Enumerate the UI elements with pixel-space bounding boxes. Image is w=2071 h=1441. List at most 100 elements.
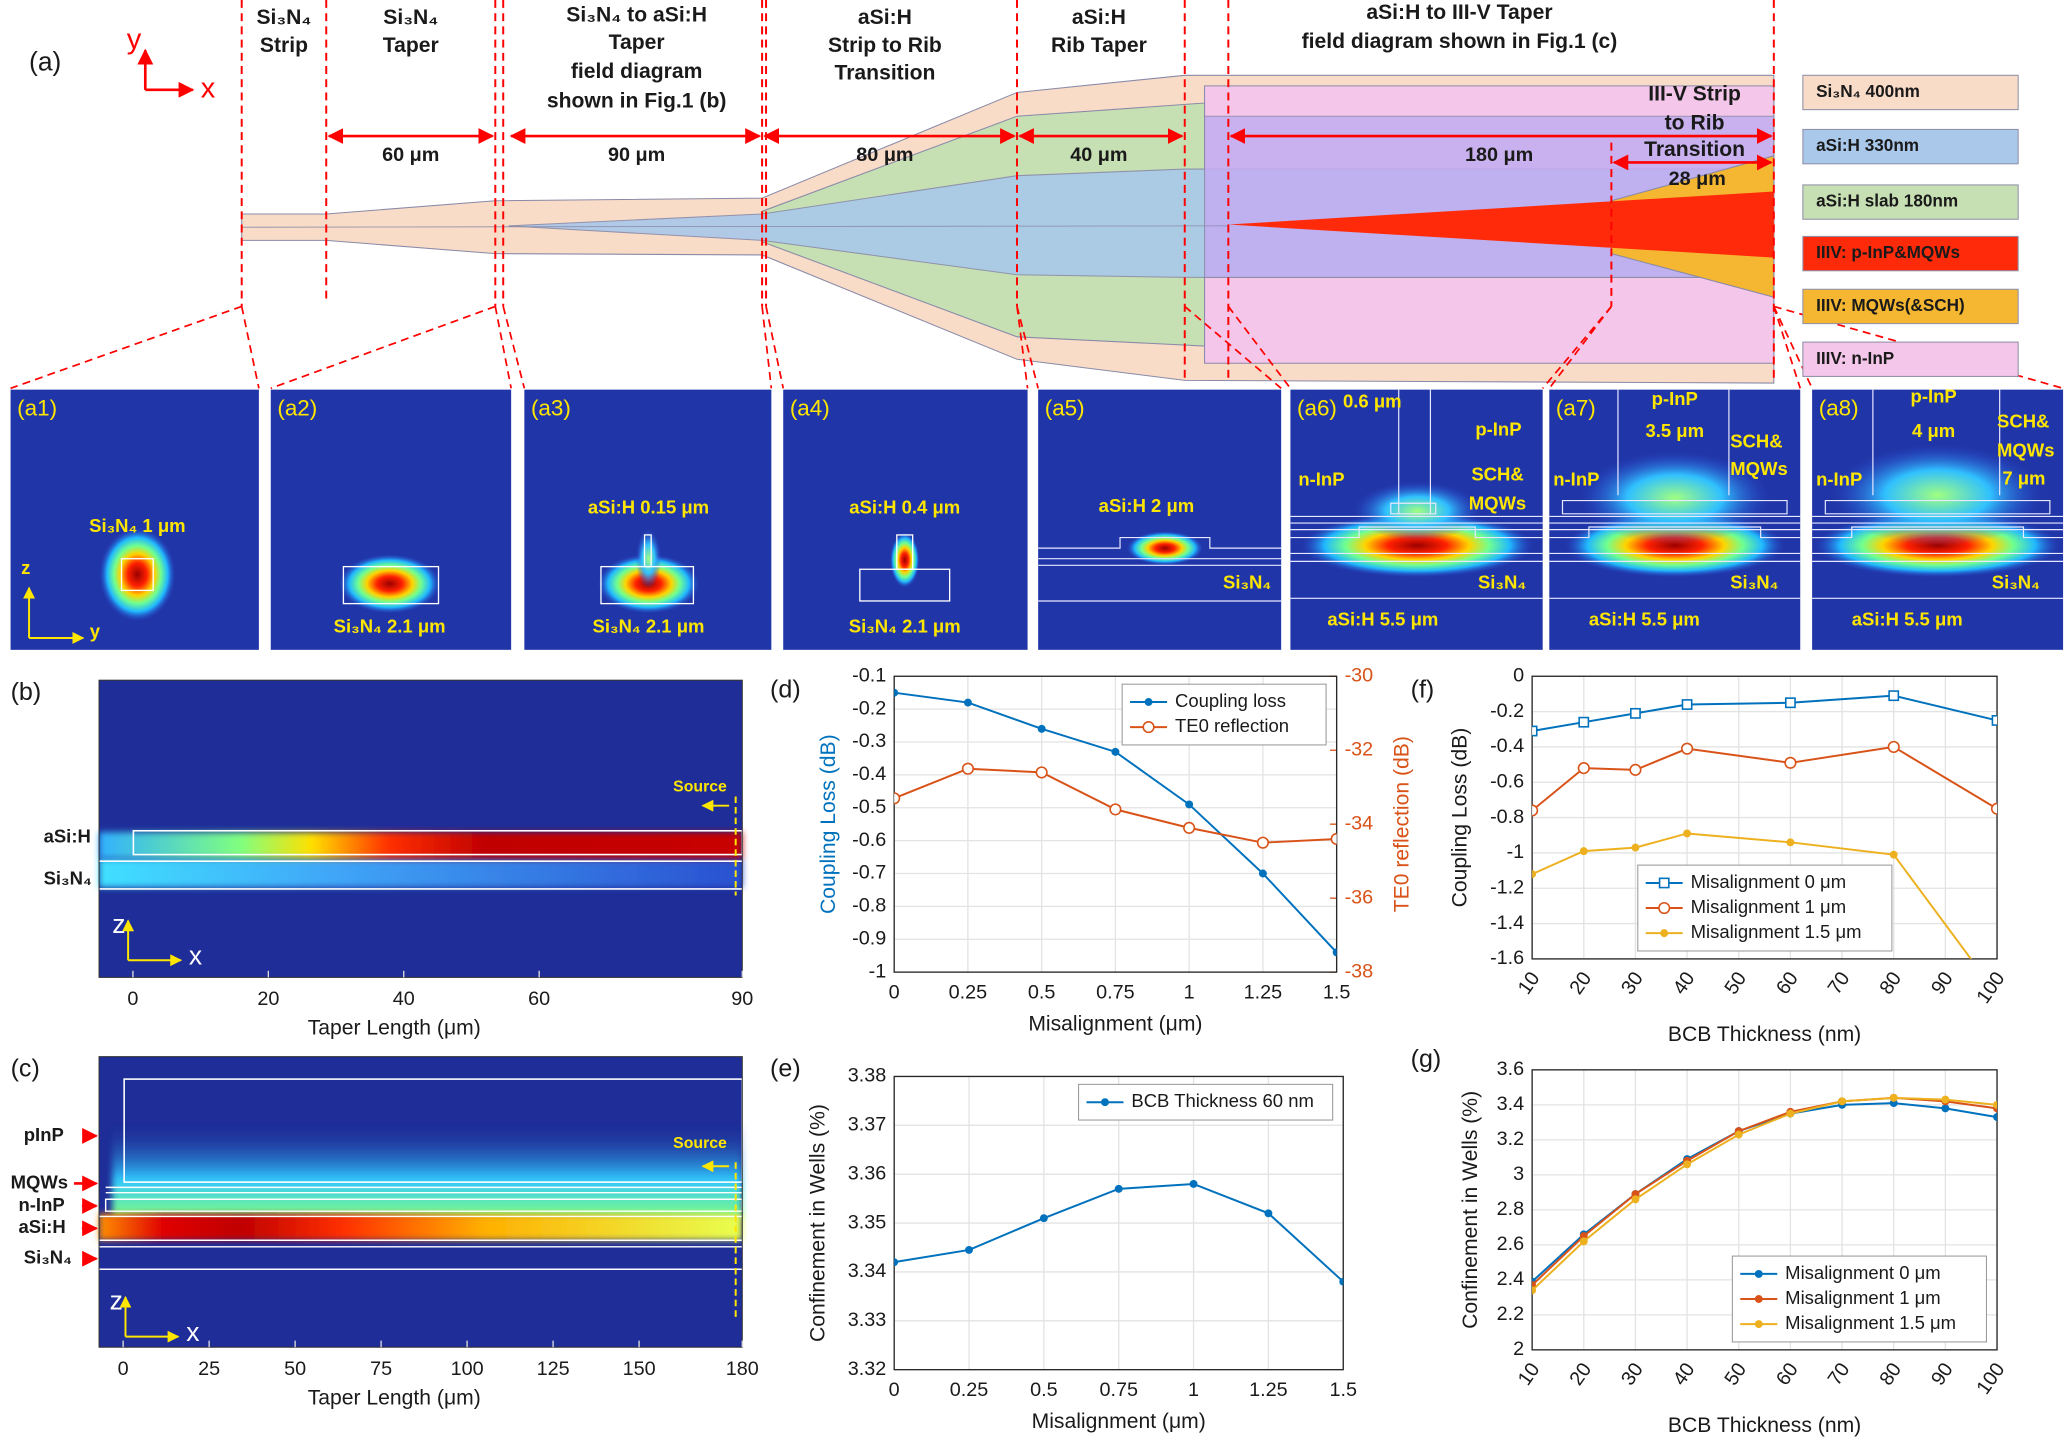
marker (1838, 1097, 1847, 1106)
marker (1332, 948, 1337, 957)
annotation: aSi:H 5.5 μm (1589, 609, 1700, 630)
marker (1786, 838, 1795, 847)
marker (1631, 843, 1640, 852)
x-tick-label: 1.25 (1244, 981, 1283, 1003)
annotation: z (21, 557, 30, 578)
x-tick-label: 0.75 (1099, 1379, 1138, 1401)
marker (1658, 877, 1670, 889)
x-tick-label: 1 (1184, 981, 1195, 1003)
y2-tick-label: -36 (1345, 886, 1374, 908)
legend-label: IIIV: MQWs(&SCH) (1816, 295, 1965, 315)
mode-profile (338, 554, 441, 614)
marker (1889, 1093, 1898, 1102)
mode-profile (635, 529, 662, 589)
marker (1185, 800, 1194, 809)
y-tick-label: -1 (869, 960, 887, 982)
marker (1683, 829, 1692, 838)
legend-label: aSi:H slab 180nm (1816, 191, 1958, 211)
plot-frame (893, 675, 1338, 973)
section-title: Strip (260, 34, 308, 57)
panel-label: (d) (770, 675, 801, 703)
legend-swatch (1802, 235, 2019, 272)
legend-label: Misalignment 1.5 μm (1691, 921, 1862, 942)
panel-label: (e) (770, 1054, 801, 1082)
annotation: aSi:H 2 μm (1099, 495, 1195, 516)
zoom-line (1542, 305, 1613, 389)
axis-name: x (186, 1317, 199, 1347)
cross-section: (a8) p-InP 4 μm SCH&MQWs 7 μm n-InP Si₃N₄ aSi:H… (1812, 385, 2064, 650)
annotation: p-InP (1475, 418, 1521, 439)
section-title: shown in Fig.1 (b) (547, 89, 727, 112)
section-length: 28 μm (1669, 168, 1726, 190)
x-tick-label: 0.5 (1030, 1379, 1058, 1401)
marker (1754, 1269, 1763, 1278)
marker (1578, 716, 1590, 728)
zoom-line (502, 306, 526, 389)
annotation: Si₃N₄ (1730, 572, 1778, 593)
annotation: y (90, 621, 101, 642)
zoom-line (494, 306, 512, 389)
legend-label: Misalignment 1 μm (1785, 1287, 1941, 1308)
section-title: to Rib (1665, 112, 1725, 135)
marker (1144, 698, 1153, 706)
layer-outline (643, 534, 652, 568)
marker (1784, 756, 1797, 769)
annotation: p-InP (1911, 385, 1957, 406)
marker (1109, 803, 1122, 816)
y2-tick-label: -38 (1345, 960, 1374, 982)
annotation: Si₃N₄ (1992, 572, 2040, 593)
annotation: MQWs (1730, 458, 1788, 479)
section-length: 40 μm (1070, 144, 1127, 166)
annotation: Si₃N₄ (1478, 572, 1526, 593)
p-inp-mqw (1228, 191, 1774, 258)
marker (1532, 725, 1538, 737)
y-tick-label: 2 (1513, 1338, 1524, 1360)
legend-label: Si₃N₄ 400nm (1816, 81, 1920, 101)
layer-label: n-InP (18, 1194, 64, 1215)
marker (1631, 1195, 1640, 1204)
marker (1658, 901, 1671, 915)
x-tick-label: 1.25 (1249, 1379, 1288, 1401)
annotation: Si₃N₄ 2.1 μm (849, 615, 961, 636)
cross-section-label: (a6) (1297, 395, 1337, 420)
cross-section: (a3) aSi:H 0.15 μm Si₃N₄ 2.1 μm (524, 389, 772, 650)
field-glow (112, 1122, 743, 1218)
y-tick-label: 2.2 (1497, 1303, 1525, 1325)
y-tick-label: 3.37 (848, 1114, 887, 1136)
zoom-line (10, 305, 242, 390)
annotation: n-InP (1553, 469, 1599, 490)
marker (1339, 1277, 1344, 1286)
marker (961, 762, 974, 775)
marker (1993, 1113, 1998, 1122)
marker (1577, 762, 1590, 775)
field-map (783, 389, 1028, 650)
marker (1887, 740, 1900, 753)
panel-label: (c) (11, 1054, 40, 1082)
zoom-line (1184, 305, 1282, 389)
zoom-line (1016, 306, 1029, 389)
y-tick-label: -1.2 (1490, 876, 1524, 898)
marker (1681, 742, 1694, 755)
series-line (1532, 1096, 1998, 1292)
section-title: field diagram shown in Fig.1 (c) (1302, 30, 1618, 53)
section-title: Rib Taper (1051, 34, 1147, 57)
x-axis-label: Misalignment (μm) (1032, 1410, 1206, 1433)
marker (1629, 763, 1642, 776)
marker (1786, 1109, 1795, 1118)
x-tick-label: 75 (370, 1358, 392, 1380)
mode-profile (1126, 531, 1203, 566)
section-title: aSi:H (1072, 6, 1126, 29)
annotation: 3.5 μm (1645, 420, 1704, 441)
marker (1754, 1295, 1763, 1303)
mode-profile (1579, 451, 1770, 545)
annotation: Si₃N₄ 2.1 μm (593, 615, 705, 636)
y-tick-label: -0.8 (1490, 806, 1524, 828)
x-tick-label: 0 (118, 1358, 129, 1380)
x-tick-label: 0.25 (949, 981, 988, 1003)
marker (1189, 1180, 1198, 1188)
x-tick-label: 0 (127, 988, 138, 1010)
x-axis-label: BCB Thickness (nm) (1668, 1414, 1861, 1437)
layer-edge (241, 225, 1229, 228)
